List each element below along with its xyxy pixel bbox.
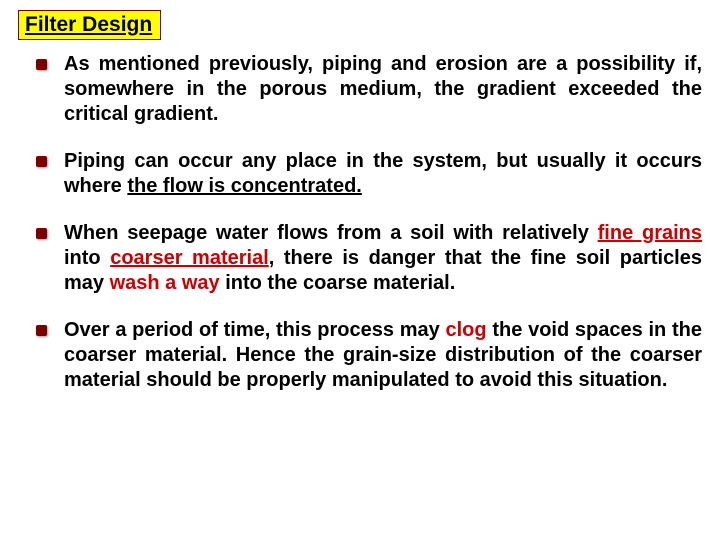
text-segment: Over a period of time, this process may bbox=[64, 319, 446, 341]
text-segment: wash a way bbox=[110, 272, 220, 294]
list-item: As mentioned previously, piping and eros… bbox=[42, 52, 702, 127]
bullet-list: As mentioned previously, piping and eros… bbox=[18, 52, 702, 393]
list-item: When seepage water flows from a soil wit… bbox=[42, 221, 702, 296]
list-item: Over a period of time, this process may … bbox=[42, 318, 702, 393]
text-segment: clog bbox=[446, 319, 487, 341]
page-title: Filter Design bbox=[25, 13, 152, 36]
text-segment: As mentioned previously, piping and eros… bbox=[64, 53, 702, 125]
list-item: Piping can occur any place in the system… bbox=[42, 149, 702, 199]
text-segment: into bbox=[64, 247, 110, 269]
text-segment: When seepage water flows from a soil wit… bbox=[64, 222, 598, 244]
text-segment: coarser material bbox=[110, 247, 269, 269]
text-segment: into the coarse material. bbox=[220, 272, 456, 294]
text-segment: the flow is concentrated. bbox=[127, 175, 361, 197]
text-segment: fine grains bbox=[598, 222, 702, 244]
title-box: Filter Design bbox=[18, 10, 161, 40]
